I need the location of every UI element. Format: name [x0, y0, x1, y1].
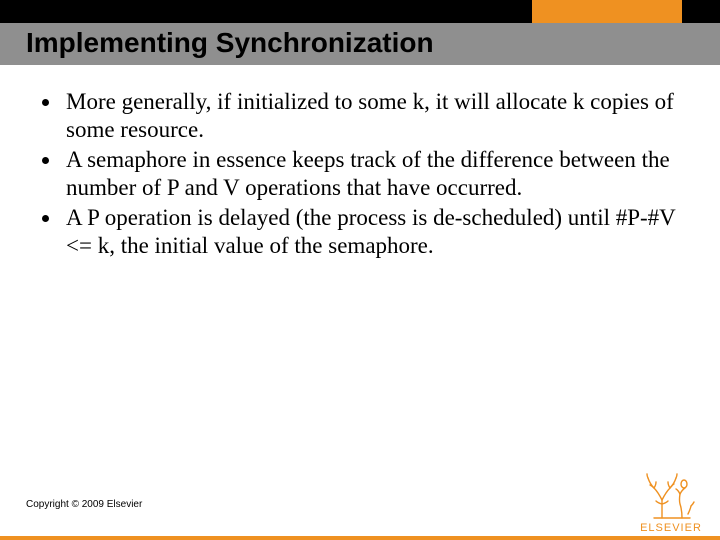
bullet-list: More generally, if initialized to some k…: [38, 88, 682, 260]
elsevier-tree-icon: [644, 470, 698, 520]
bottom-orange-rule: [0, 536, 720, 540]
elsevier-logo: ELSEVIER: [632, 470, 710, 534]
list-item: More generally, if initialized to some k…: [62, 88, 682, 144]
list-item: A P operation is delayed (the process is…: [62, 204, 682, 260]
top-orange-block: [532, 0, 682, 23]
slide-body: More generally, if initialized to some k…: [38, 88, 682, 262]
elsevier-logo-text: ELSEVIER: [632, 522, 710, 534]
slide: Implementing Synchronization More genera…: [0, 0, 720, 540]
list-item: A semaphore in essence keeps track of th…: [62, 146, 682, 202]
slide-title: Implementing Synchronization: [26, 22, 434, 64]
copyright-text: Copyright © 2009 Elsevier: [26, 499, 142, 510]
